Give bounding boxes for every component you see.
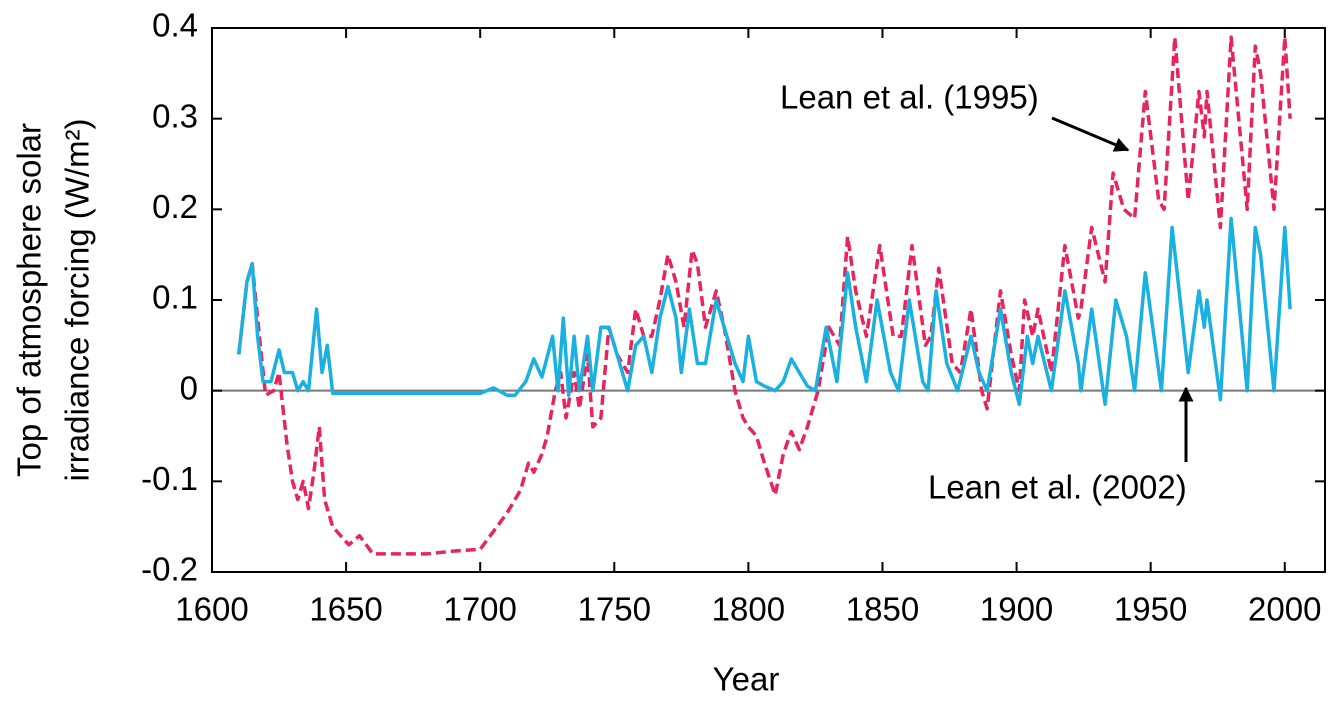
y-tick-label: -0.1 xyxy=(141,460,198,497)
x-axis-label: Year xyxy=(713,661,780,698)
y-tick-label: 0.3 xyxy=(152,97,198,134)
annotation-arrow xyxy=(1051,116,1130,152)
y-tick-label: 0.2 xyxy=(152,188,198,225)
annotation: Lean et al. (2002) xyxy=(928,469,1187,506)
y-tick-label: 0 xyxy=(180,369,198,406)
y-tick-label: 0.1 xyxy=(152,279,198,316)
y-axis-label: irradiance forcing (W/m²) xyxy=(59,118,96,481)
y-tick-label: 0.4 xyxy=(152,7,198,44)
x-tick-label: 1800 xyxy=(712,591,785,628)
y-tick-label: -0.2 xyxy=(141,551,198,588)
series-line xyxy=(237,35,1292,556)
x-tick-label: 1700 xyxy=(443,591,516,628)
annotation: Lean et al. (1995) xyxy=(780,79,1039,116)
x-tick-label: 1950 xyxy=(1114,591,1187,628)
x-tick-label: 1650 xyxy=(309,591,382,628)
series-line xyxy=(237,216,1292,407)
x-tick-label: 1900 xyxy=(980,591,1053,628)
x-tick-label: 1600 xyxy=(175,591,248,628)
x-tick-label: 1850 xyxy=(846,591,919,628)
y-axis-label: Top of atmosphere solar xyxy=(11,123,48,477)
x-tick-label: 1750 xyxy=(578,591,651,628)
x-tick-label: 2000 xyxy=(1248,591,1321,628)
